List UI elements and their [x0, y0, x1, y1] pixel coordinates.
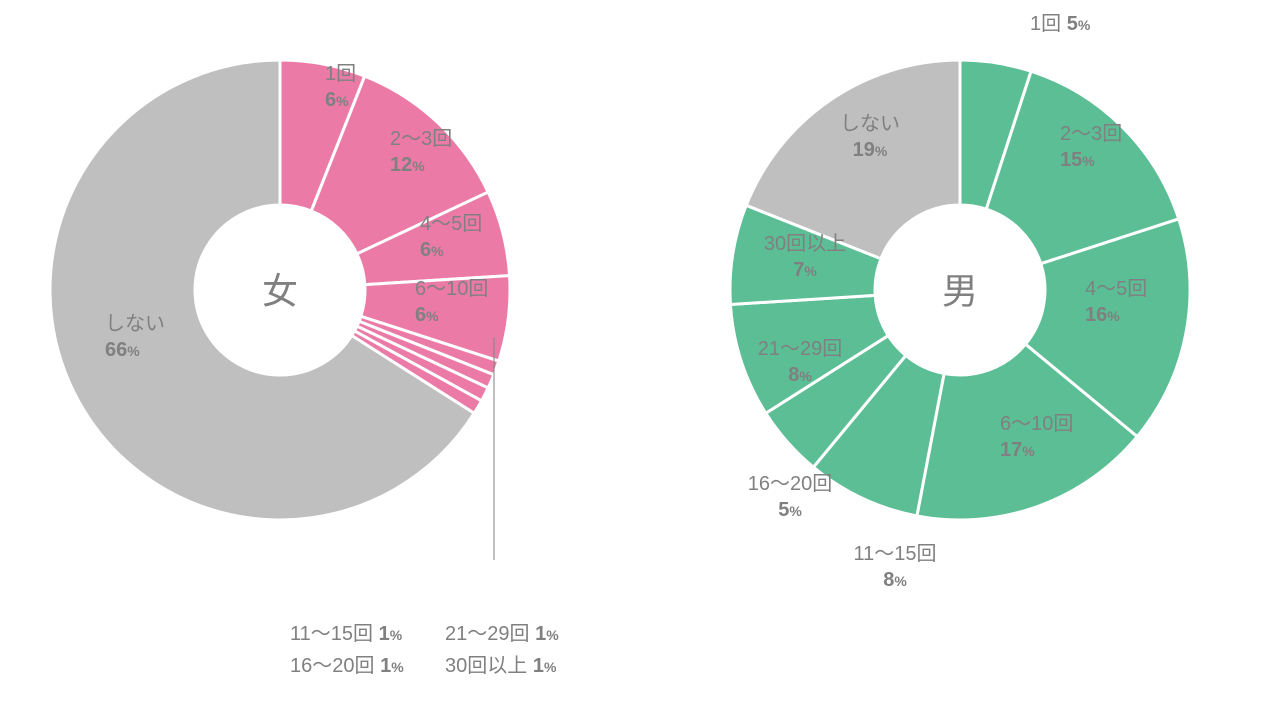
donut-male: 男 1回 5% 2～3回 15% 4～5回 16% 6～10回 17% 11～15回 8% 16～2… — [730, 13, 1190, 591]
footnote-female-1-1: 30回以上 1% — [445, 654, 557, 677]
value-female-0: 6% — [325, 89, 349, 111]
value-female-1: 12% — [390, 154, 425, 176]
label-male-5: 16～20回 — [748, 473, 833, 495]
value-male-5: 5% — [778, 499, 802, 521]
label-male-2: 4～5回 — [1085, 278, 1147, 300]
center-label-female: 女 — [262, 271, 298, 312]
value-female-3: 6% — [415, 304, 439, 326]
label-female-2: 4～5回 — [420, 213, 482, 235]
center-label-male: 男 — [942, 271, 978, 312]
value-female-2: 6% — [420, 239, 444, 261]
value-male-7: 7% — [793, 259, 817, 281]
footnote-female-0-1: 21～29回 1% — [445, 623, 559, 645]
label-male-3: 6～10回 — [1000, 413, 1073, 435]
label-male-4: 11～15回 — [853, 543, 936, 565]
value-male-4: 8% — [883, 569, 907, 591]
value-male-6: 8% — [788, 364, 812, 386]
value-male-1: 15% — [1060, 149, 1095, 171]
value-male-2: 16% — [1085, 304, 1120, 326]
label-male-0: 1回 5% — [1030, 13, 1091, 35]
label-female-1: 2～3回 — [390, 128, 452, 150]
value-male-3: 17% — [1000, 439, 1035, 461]
value-female-8: 66% — [105, 339, 140, 361]
footnote-female-1-0: 16～20回 1% — [290, 655, 404, 677]
label-male-6: 21～29回 — [758, 338, 843, 360]
label-male-1: 2～3回 — [1060, 123, 1122, 145]
label-female-8: しない — [105, 313, 165, 335]
label-female-0: 1回 — [325, 63, 356, 85]
donut-female: 女 1回 6% 2～3回 12% 4～5回 6% 6～10回 6% しない 66% 11～15回 1%… — [50, 60, 559, 677]
footnote-female-0-0: 11～15回 1% — [290, 623, 403, 645]
donut-charts: 女 1回 6% 2～3回 12% 4～5回 6% 6～10回 6% しない 66% 11～15回 1%… — [0, 0, 1280, 720]
value-male-8: 19% — [853, 139, 888, 161]
label-female-3: 6～10回 — [415, 278, 488, 300]
label-male-7: 30回以上 — [764, 232, 846, 255]
label-male-8: しない — [840, 113, 900, 135]
